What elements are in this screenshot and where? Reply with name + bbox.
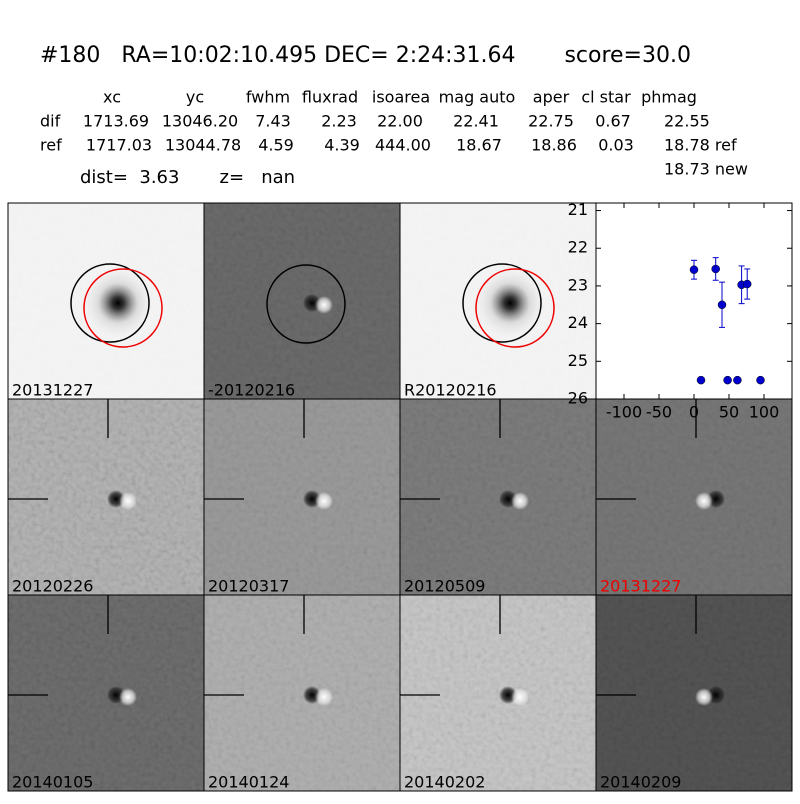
data-point (696, 375, 706, 385)
dipole-pos (315, 492, 333, 510)
plot-area (595, 202, 793, 400)
stamp-noise (400, 399, 596, 595)
table-cell: 22.00 (377, 112, 423, 131)
stamp-label: 20140202 (404, 773, 485, 792)
table-cell: 2.23 (321, 112, 357, 131)
stamp-label: -20120216 (208, 381, 295, 400)
column-header: xc (103, 88, 121, 107)
panels: 20131227 -20120216 R20120216 20120226 201203… (7, 202, 793, 792)
x-tick-label: -100 (606, 403, 642, 422)
stamp-noise (204, 595, 400, 791)
stamp-label: 20140209 (600, 773, 681, 792)
y-tick-label: 26 (568, 389, 588, 408)
stamp-noise (596, 595, 792, 791)
star (470, 263, 550, 343)
dipole-pos (315, 688, 333, 706)
dist-line: dist= 3.63 z= nan (80, 167, 295, 188)
dipole-pos (315, 296, 333, 314)
aperture-new (83, 268, 163, 348)
aperture (266, 264, 346, 344)
y-tick-label: 25 (568, 351, 588, 370)
y-tick-label: 23 (568, 275, 588, 294)
table-cell: 0.67 (595, 112, 631, 131)
y-tick-label: 24 (568, 313, 588, 332)
dipole-pos (695, 492, 713, 510)
dipole-pos (119, 688, 137, 706)
column-header: yc (186, 88, 204, 107)
dipole-pos (695, 688, 713, 706)
stamp-label: 20120226 (12, 577, 93, 596)
stamp-label: 20131227 (600, 577, 681, 596)
table-cell: 1713.69 (83, 112, 149, 131)
aperture (462, 263, 542, 343)
stamp-noise (8, 399, 204, 595)
data-point (756, 375, 765, 385)
data-point (689, 265, 699, 274)
table-cell: 4.39 (324, 136, 360, 155)
table-cell: 13044.78 (165, 136, 241, 155)
table-cell: 18.86 (531, 136, 577, 155)
title: #180 RA=10:02:10.495 DEC= 2:24:31.64 sco… (40, 43, 691, 68)
table-cell: 1717.03 (86, 136, 152, 155)
y-tick-label: 21 (568, 200, 588, 219)
y-tick-label: 22 (568, 238, 588, 257)
light-curve: 21 22 23 24 25 26 -100 -50 0 50 100 (568, 200, 793, 422)
phmag-new: 18.73 new (664, 160, 748, 179)
dipole-pos (119, 492, 137, 510)
stamp-noise (204, 399, 400, 595)
x-tick-label: 0 (689, 403, 699, 422)
stamp-noise (204, 203, 400, 399)
table-cell: 18.78 ref (664, 136, 737, 155)
stamp-noise (596, 399, 792, 595)
table-cell: 22.75 (528, 112, 574, 131)
stamp-noise (8, 595, 204, 791)
table-cell: 22.41 (453, 112, 499, 131)
x-tick-label: 50 (719, 403, 739, 422)
table-cell: 0.03 (598, 136, 634, 155)
aperture (70, 263, 150, 343)
dipole-pos (511, 688, 529, 706)
column-header: phmag (641, 88, 697, 107)
table-cell: 4.59 (258, 136, 294, 155)
table-cell: 18.67 (456, 136, 502, 155)
stamp-label: 20120317 (208, 577, 289, 596)
data-point (723, 375, 732, 385)
table-cell: 444.00 (375, 136, 431, 155)
dipole-pos (511, 492, 529, 510)
star (78, 263, 158, 343)
table-cell: 13046.20 (162, 112, 238, 131)
data-point (733, 375, 742, 385)
stamp-noise (400, 595, 596, 791)
x-tick-label: -50 (646, 403, 672, 422)
row-label: dif (40, 112, 61, 131)
data-point (711, 264, 720, 274)
row-label: ref (40, 136, 62, 155)
stamp-frame (595, 594, 793, 792)
column-header: fluxrad (302, 88, 358, 107)
stamp-label: 20131227 (12, 381, 93, 400)
table-cell: 7.43 (255, 112, 291, 131)
column-header: fwhm (246, 88, 290, 107)
table-cell: 22.55 (664, 112, 710, 131)
stamp-label: 20140124 (208, 773, 289, 792)
column-header: isoarea (372, 88, 430, 107)
stamp-label: 20140105 (12, 773, 93, 792)
x-tick-label: 100 (749, 403, 780, 422)
stamp-label: R20120216 (404, 381, 497, 400)
stamp-label: 20120509 (404, 577, 485, 596)
column-header: aper (533, 88, 570, 107)
column-header: cl star (581, 88, 631, 107)
aperture-new (475, 268, 555, 348)
column-header: mag auto (439, 88, 516, 107)
data-point (717, 300, 727, 310)
data-point (742, 279, 752, 289)
